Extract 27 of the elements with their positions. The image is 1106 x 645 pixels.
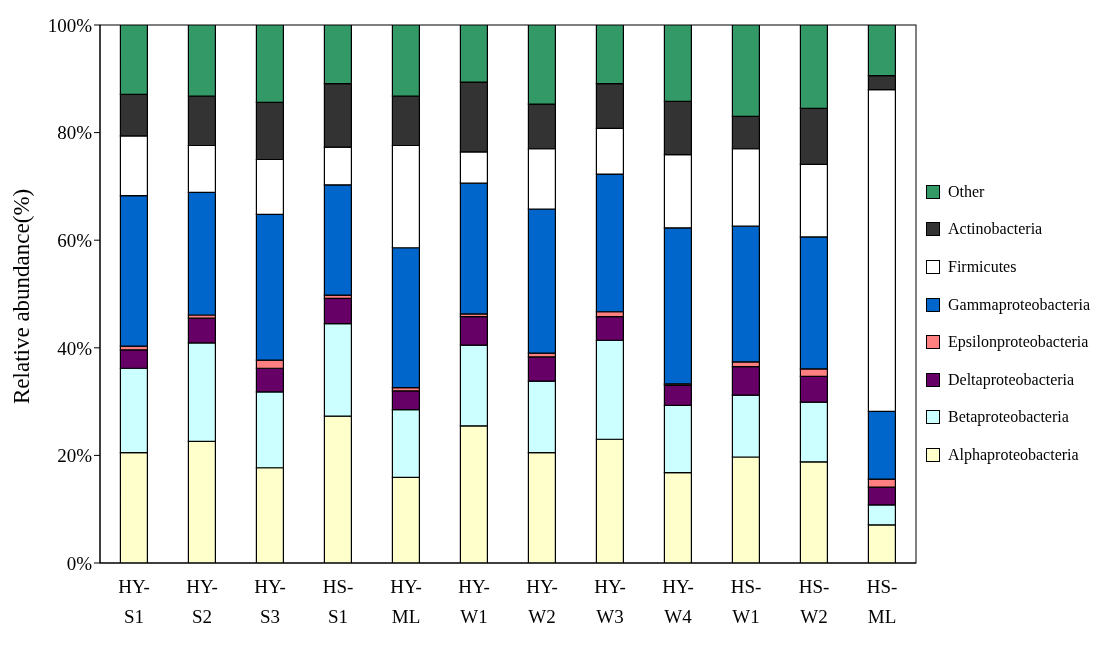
legend-label: Actinobacteria: [948, 220, 1043, 239]
x-tick-label: HS-W1: [730, 576, 762, 627]
x-tick-label: HY-S2: [186, 576, 218, 627]
y-tick-label: 80%: [57, 122, 93, 144]
x-tick-label: HY-W3: [594, 576, 626, 627]
legend-label: Betaproteobacteria: [948, 408, 1069, 427]
legend-label: Firmicutes: [948, 257, 1017, 276]
x-tick-label: HY-S1: [118, 576, 150, 627]
x-tick-label: HY-W2: [526, 576, 558, 627]
y-tick-label: 100%: [47, 14, 93, 36]
y-tick-label: 0%: [66, 552, 93, 574]
legend-label: Other: [948, 182, 985, 201]
x-tick-label: HS-ML: [866, 576, 898, 627]
legend-label: Gammaproteobacteria: [948, 295, 1091, 314]
legend-label: Epsilonproteobacteria: [948, 333, 1089, 352]
x-tick-label: HY-W1: [458, 576, 490, 627]
x-tick-label: HS-W2: [798, 576, 830, 627]
x-tick-label: HY-S3: [254, 576, 286, 627]
y-tick-label: 40%: [57, 337, 93, 359]
legend-label: Alphaproteobacteria: [948, 445, 1079, 464]
y-tick-label: 20%: [57, 445, 93, 467]
x-tick-label: HY-ML: [390, 576, 422, 627]
legend-label: Deltaproteobacteria: [948, 370, 1075, 389]
x-tick-label: HY-W4: [662, 576, 694, 627]
x-tick-label: HS-S1: [322, 576, 354, 627]
y-axis-title: Relative abundance(%): [9, 188, 35, 404]
y-tick-label: 60%: [57, 229, 93, 251]
